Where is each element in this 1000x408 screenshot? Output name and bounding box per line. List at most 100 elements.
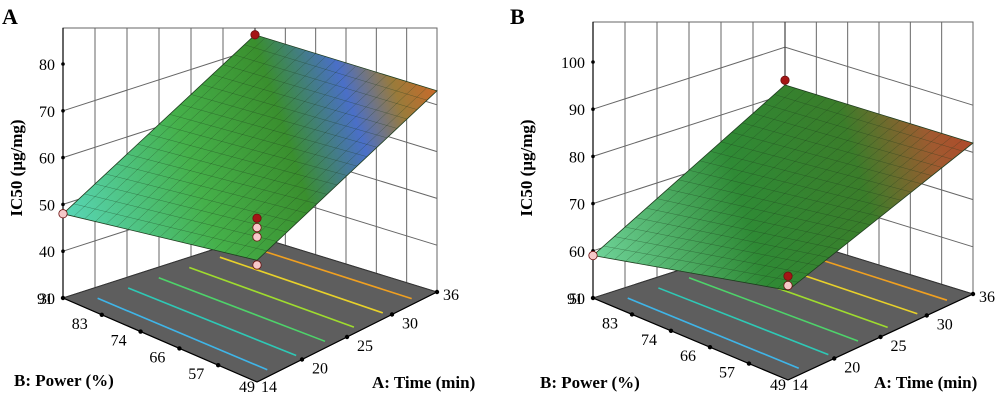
surface-plot-b: 50 60 70 80 90 100 IC50 (µg/mg) 91 83 74 66 57 49 14 2… [517, 21, 995, 394]
surface-mesh-line [235, 84, 417, 256]
time-tick-label: 25 [357, 338, 373, 355]
power-axis-tick [668, 328, 674, 333]
panel-label-b: B [510, 4, 525, 29]
power-tick-label: 83 [602, 315, 618, 332]
time-min-label: 14 [261, 379, 277, 396]
time-axis-tick [344, 334, 350, 340]
time-axis-tick [878, 334, 883, 340]
time-axis-tick [299, 357, 305, 362]
z-axis-tick [591, 107, 595, 111]
z-tick-label: 30 [39, 291, 55, 308]
power-axis-tick [99, 312, 105, 317]
contour-line [658, 287, 829, 356]
z-axis-tick [61, 109, 65, 113]
power-axis-tick [60, 295, 66, 301]
contour-line [219, 256, 384, 314]
z-tick-label: 60 [569, 244, 585, 261]
surface-mesh-line [755, 133, 942, 285]
power-min-label: 49 [770, 377, 786, 394]
z-tick-label: 70 [39, 104, 55, 121]
power-axis-tick [746, 361, 752, 366]
time-min-label: 14 [792, 377, 808, 394]
power-tick-label: 74 [111, 333, 127, 350]
time-axis-tick [389, 312, 395, 317]
power-axis-tick [707, 345, 713, 350]
z-axis-tick [61, 202, 65, 207]
design-point [250, 30, 260, 40]
time-tick-label: 30 [937, 317, 953, 334]
power-axis-tick [138, 329, 143, 334]
z-axis-tick [61, 62, 65, 66]
chart-panel-b: B 50 60 70 80 90 100 IC50 (µg/mg) 91 83 74 66 57 49 1… [500, 0, 1000, 408]
z-tick-label: 80 [39, 57, 55, 74]
time-axis-tick [970, 291, 976, 297]
design-point [252, 232, 262, 242]
power-tick-label: 66 [149, 349, 165, 366]
surface-mesh-line [244, 44, 428, 101]
design-point [252, 260, 262, 270]
design-point [58, 209, 68, 219]
time-tick-label: 25 [891, 338, 907, 355]
power-min-label: 49 [239, 379, 255, 396]
z-tick-label: 80 [569, 149, 585, 166]
panel-label-a: A [2, 4, 18, 29]
power-axis-tick [629, 312, 635, 317]
z-axis-tick [61, 249, 65, 253]
time-tick-label: 36 [443, 287, 459, 304]
power-tick-label: 57 [188, 366, 204, 383]
chart-panel-a: A 30 40 50 60 70 80 IC50 (µg/mg) 91 83 74 66 57 49 14… [2, 4, 475, 396]
power-tick-label: 74 [641, 332, 657, 349]
time-axis-title: A: Time (min) [874, 373, 977, 392]
design-point [252, 213, 262, 223]
design-point [780, 75, 790, 85]
z-tick-label: 100 [561, 55, 585, 72]
contour-line [688, 276, 859, 342]
time-axis-tick [924, 313, 929, 318]
z-tick-label: 60 [39, 151, 55, 168]
surface-mesh-line [246, 87, 428, 258]
z-axis-title: IC50 (µg/mg) [7, 119, 26, 216]
design-point [783, 280, 793, 291]
contour-line [250, 246, 412, 300]
z-tick-label: 90 [569, 102, 585, 119]
z-tick-label: 50 [569, 291, 585, 308]
time-tick-label: 36 [979, 289, 995, 306]
power-tick-label: 57 [719, 365, 735, 382]
surface-mesh-line [774, 94, 963, 152]
z-axis-tick [591, 154, 595, 159]
contour-line [189, 266, 355, 328]
design-point [783, 271, 793, 281]
z-axis-tick [591, 60, 595, 64]
time-axis-tick [434, 289, 440, 295]
surface-mesh-line [777, 139, 963, 289]
time-tick-label: 30 [402, 316, 418, 333]
design-point [252, 222, 262, 233]
power-axis-title: B: Power (%) [540, 373, 640, 392]
time-tick-label: 20 [312, 361, 328, 378]
contour-line [627, 297, 800, 369]
z-tick-label: 70 [569, 197, 585, 214]
time-axis-title: A: Time (min) [372, 373, 475, 392]
power-axis-line [592, 297, 789, 381]
surface-mesh-line [766, 136, 953, 287]
power-axis-tick [177, 346, 182, 351]
power-axis-line [62, 297, 258, 383]
z-axis-title: IC50 (µg/mg) [517, 119, 536, 216]
surface-mesh-line [763, 103, 953, 160]
time-tick-label: 20 [844, 360, 860, 377]
power-tick-label: 91 [37, 291, 53, 308]
z-axis-tick [61, 155, 65, 160]
surface-mesh-line [233, 54, 418, 110]
power-axis-title: B: Power (%) [14, 371, 114, 390]
z-tick-label: 40 [39, 244, 55, 261]
power-tick-label: 91 [567, 291, 583, 308]
contour-line [97, 297, 268, 371]
surface-plot-a: 30 40 50 60 70 80 IC50 (µg/mg) 91 83 74 66 57 49 14 20… [7, 27, 475, 396]
power-tick-label: 83 [72, 316, 88, 333]
power-axis-tick [216, 363, 221, 368]
contour-line [127, 287, 297, 357]
z-axis-tick [591, 201, 595, 206]
power-tick-label: 66 [680, 348, 696, 365]
contour-line [158, 276, 326, 343]
time-axis-tick [832, 356, 837, 361]
